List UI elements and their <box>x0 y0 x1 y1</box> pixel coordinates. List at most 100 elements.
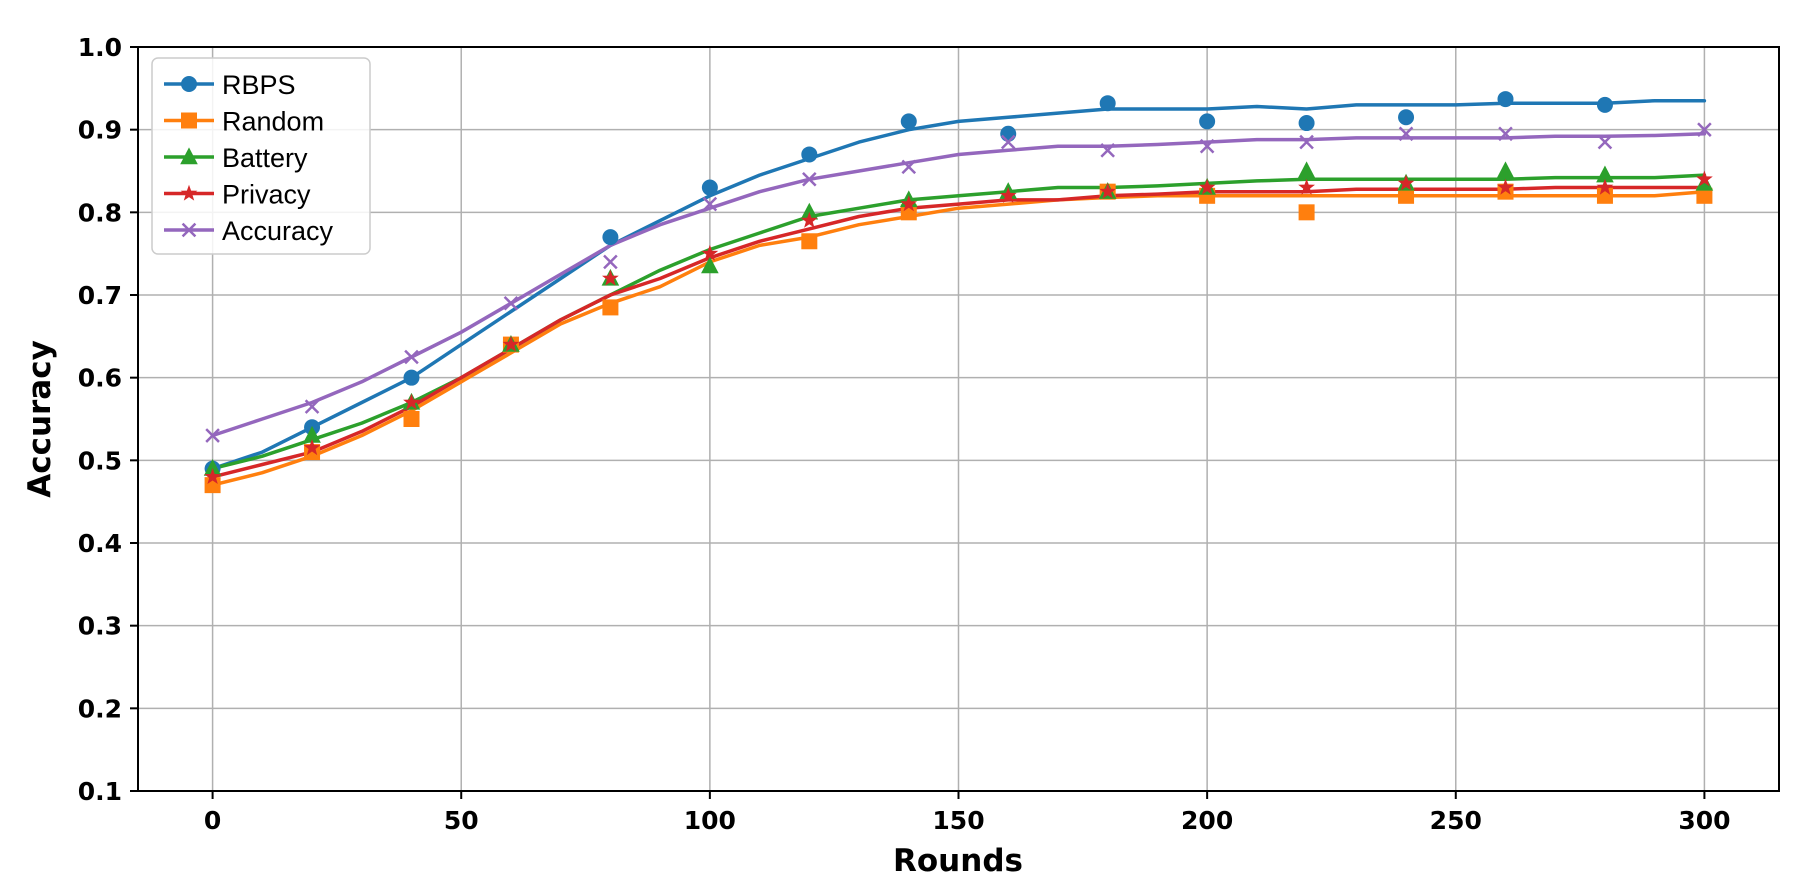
marker-battery-5 <box>701 256 719 274</box>
y-axis-label: Accuracy <box>22 340 58 498</box>
marker-accuracy-5-stroke-b <box>702 196 718 212</box>
marker-privacy-4 <box>602 269 619 286</box>
marker-rbps-7 <box>1000 125 1017 142</box>
marker-accuracy-6 <box>802 171 817 187</box>
marker-battery-14 <box>1596 165 1614 183</box>
marker-random-13 <box>1696 187 1713 204</box>
x-axis-label: Rounds <box>893 843 1023 879</box>
marker-accuracy-3-stroke-b <box>503 295 519 311</box>
series-line-rbps <box>210 98 1707 471</box>
marker-accuracy-7 <box>901 159 917 175</box>
marker-accuracy-7-stroke-b <box>901 159 917 175</box>
marker-accuracy-14-stroke-b <box>1597 134 1613 150</box>
marker-accuracy-2-stroke-b <box>404 349 419 365</box>
marker-rbps-9 <box>1199 113 1216 130</box>
legend-label-accuracy: Accuracy <box>222 216 334 246</box>
y-tick-label-9: 1.0 <box>78 33 122 62</box>
y-tick-label-1: 0.2 <box>78 694 122 723</box>
marker-accuracy-8 <box>1000 134 1016 150</box>
legend-marker-random <box>181 112 197 129</box>
marker-accuracy-11 <box>1299 134 1314 150</box>
marker-accuracy-1 <box>304 399 320 414</box>
marker-privacy-12 <box>1397 174 1415 191</box>
legend-marker-privacy <box>180 184 198 201</box>
y-tick-label-6: 0.7 <box>78 281 122 310</box>
marker-privacy-1 <box>303 439 321 456</box>
y-tick-label-2: 0.3 <box>78 612 122 641</box>
marker-privacy-8 <box>999 187 1017 203</box>
marker-privacy-6 <box>800 211 818 228</box>
marker-accuracy-5 <box>702 196 718 212</box>
marker-random-9 <box>1298 204 1315 221</box>
marker-accuracy-15 <box>1697 122 1712 137</box>
x-tick-label-6: 300 <box>1678 806 1730 835</box>
marker-accuracy-12-stroke-b <box>1398 126 1414 142</box>
marker-accuracy-4 <box>603 254 618 270</box>
marker-battery-0 <box>203 459 222 476</box>
marker-random-4 <box>602 299 619 316</box>
y-tick-label-3: 0.4 <box>78 529 122 558</box>
x-tick-label-3: 150 <box>932 806 984 835</box>
marker-battery-6 <box>800 202 819 220</box>
marker-accuracy-10 <box>1199 138 1215 154</box>
marker-rbps-8 <box>1099 95 1116 112</box>
marker-accuracy-2 <box>404 349 419 365</box>
legend-label-random: Random <box>222 107 324 137</box>
marker-battery-11 <box>1297 161 1316 179</box>
marker-privacy-9 <box>1099 182 1117 199</box>
marker-privacy-5 <box>701 244 719 261</box>
marker-accuracy-11-stroke-b <box>1299 134 1314 150</box>
y-tick-label-0: 0.1 <box>78 777 122 806</box>
marker-privacy-15 <box>1696 170 1713 187</box>
marker-privacy-0 <box>204 468 221 484</box>
marker-rbps-11 <box>1398 109 1415 126</box>
legend-marker-accuracy <box>181 222 197 238</box>
marker-rbps-3 <box>602 229 619 246</box>
marker-battery-1 <box>303 425 321 443</box>
marker-accuracy-4-stroke-b <box>603 254 618 270</box>
marker-rbps-5 <box>801 146 818 163</box>
x-tick-label-2: 100 <box>684 806 736 835</box>
marker-random-10 <box>1398 187 1415 204</box>
y-tick-label-8: 0.9 <box>78 116 122 145</box>
marker-accuracy-13-stroke-b <box>1498 126 1513 142</box>
marker-accuracy-15-stroke-b <box>1697 122 1712 137</box>
y-axis-ticks: 0.1 0.2 0.3 0.4 0.5 0.6 0.7 0.8 0.9 1.0 <box>78 33 138 806</box>
marker-accuracy-10-stroke-b <box>1199 138 1215 154</box>
marker-privacy-11 <box>1298 178 1315 195</box>
marker-accuracy-9 <box>1100 143 1115 158</box>
marker-rbps-2 <box>403 369 420 386</box>
legend-label-privacy: Privacy <box>222 180 311 210</box>
marker-accuracy-8-stroke-b <box>1000 134 1016 150</box>
series-line-random <box>210 189 1707 487</box>
marker-rbps-6 <box>900 113 917 130</box>
x-tick-label-1: 50 <box>444 806 479 835</box>
legend-marker-battery <box>180 147 198 165</box>
x-tick-label-4: 200 <box>1181 806 1233 835</box>
legend-label-rbps: RBPS <box>222 70 296 100</box>
marker-rbps-13 <box>1596 96 1613 113</box>
marker-privacy-2 <box>403 393 420 410</box>
y-tick-label-4: 0.5 <box>78 446 122 475</box>
y-tick-label-5: 0.6 <box>78 364 122 393</box>
legend-label-battery: Battery <box>222 143 308 173</box>
marker-accuracy-14 <box>1597 134 1613 150</box>
series-lines <box>210 98 1707 487</box>
x-axis-ticks: 0 50 100 150 200 250 300 <box>204 791 1731 835</box>
marker-rbps-4 <box>701 179 718 196</box>
marker-privacy-14 <box>1596 178 1614 195</box>
legend-marker-rbps <box>181 76 197 92</box>
legend-marker-accuracy-stroke-b <box>181 222 197 238</box>
marker-accuracy-0 <box>205 428 220 443</box>
marker-accuracy-3 <box>503 295 519 311</box>
legend-box <box>151 57 371 255</box>
marker-accuracy-13 <box>1498 126 1513 142</box>
legend: RBPS Random Battery Privacy Accuracy <box>151 57 371 255</box>
y-tick-label-7: 0.8 <box>78 198 122 227</box>
marker-privacy-13 <box>1497 178 1514 195</box>
marker-accuracy-0-stroke-b <box>205 428 220 443</box>
marker-accuracy-9-stroke-b <box>1100 143 1115 158</box>
x-tick-label-0: 0 <box>204 806 221 835</box>
marker-accuracy-6-stroke-b <box>802 171 817 187</box>
